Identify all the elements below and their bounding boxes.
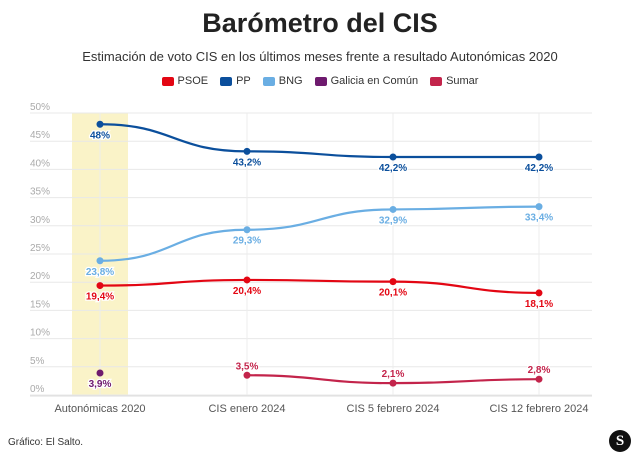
data-label: 18,1%	[525, 299, 553, 310]
data-label: 19,4%	[86, 292, 114, 303]
data-point	[535, 289, 543, 297]
data-point	[535, 375, 543, 383]
data-point	[96, 369, 104, 377]
data-label: 33,4%	[525, 213, 553, 224]
data-label: 23,8%	[86, 267, 114, 278]
legend-label: BNG	[278, 75, 303, 87]
legend-swatch	[262, 76, 275, 86]
legend: PSOE PP BNG Galicia en Común Sumar	[0, 75, 640, 87]
y-tick-label: 45%	[30, 130, 50, 141]
data-point	[243, 226, 251, 234]
x-tick-label: CIS 5 febrero 2024	[347, 403, 440, 415]
x-tick-label: CIS 12 febrero 2024	[489, 403, 588, 415]
source-note: Gráfico: El Salto.	[8, 437, 84, 448]
series-line-pp	[99, 123, 539, 159]
data-point	[243, 147, 251, 155]
data-label: 29,3%	[233, 236, 261, 247]
legend-label: PSOE	[177, 75, 209, 87]
data-point	[389, 205, 397, 213]
legend-swatch	[220, 76, 233, 86]
el-salto-logo: S	[609, 430, 631, 452]
legend-label: Sumar	[446, 75, 479, 87]
chart-subtitle: Estimación de voto CIS en los últimos me…	[82, 49, 558, 64]
legend-item: BNG	[262, 75, 303, 87]
data-label: 3,5%	[236, 361, 259, 372]
y-tick-label: 0%	[30, 384, 45, 395]
data-point	[243, 371, 251, 379]
data-label: 2,1%	[382, 369, 405, 380]
data-point	[96, 282, 104, 290]
x-tick-label: Autonómicas 2020	[54, 403, 145, 415]
y-tick-label: 35%	[30, 187, 50, 198]
data-label: 3,9%	[89, 379, 112, 390]
legend-item: Sumar	[430, 75, 478, 87]
data-point	[535, 153, 543, 161]
series-line-psoe	[99, 278, 540, 295]
y-tick-label: 10%	[30, 328, 50, 339]
y-tick-label: 50%	[30, 102, 50, 113]
data-point	[243, 276, 251, 284]
data-point	[389, 153, 397, 161]
x-tick-label: CIS enero 2024	[208, 403, 285, 415]
data-point	[96, 257, 104, 265]
legend-label: PP	[236, 75, 251, 87]
legend-item: Galicia en Común	[314, 75, 419, 87]
legend-item: PSOE	[161, 75, 209, 87]
legend-item: PP	[220, 75, 251, 87]
data-point	[389, 379, 397, 387]
data-label: 20,1%	[379, 288, 407, 299]
data-label: 32,9%	[379, 215, 407, 226]
legend-swatch	[430, 76, 443, 86]
chart-title: Barómetro del CIS	[202, 8, 438, 38]
y-tick-label: 25%	[30, 243, 50, 254]
legend-swatch	[161, 76, 174, 86]
data-label: 2,8%	[528, 365, 551, 376]
data-label: 42,2%	[525, 163, 553, 174]
data-label: 43,2%	[233, 157, 261, 168]
y-tick-label: 40%	[30, 158, 50, 169]
data-point	[535, 203, 543, 211]
data-point	[389, 278, 397, 286]
legend-swatch	[314, 76, 327, 86]
series-line-bng	[99, 205, 540, 262]
data-label: 48%	[90, 130, 110, 141]
data-label: 20,4%	[233, 286, 261, 297]
data-label: 42,2%	[379, 163, 407, 174]
data-point	[96, 120, 104, 128]
y-tick-label: 5%	[30, 356, 45, 367]
y-tick-label: 30%	[30, 215, 50, 226]
y-tick-label: 15%	[30, 299, 50, 310]
y-tick-label: 20%	[30, 271, 50, 282]
legend-label: Galicia en Común	[330, 75, 419, 87]
